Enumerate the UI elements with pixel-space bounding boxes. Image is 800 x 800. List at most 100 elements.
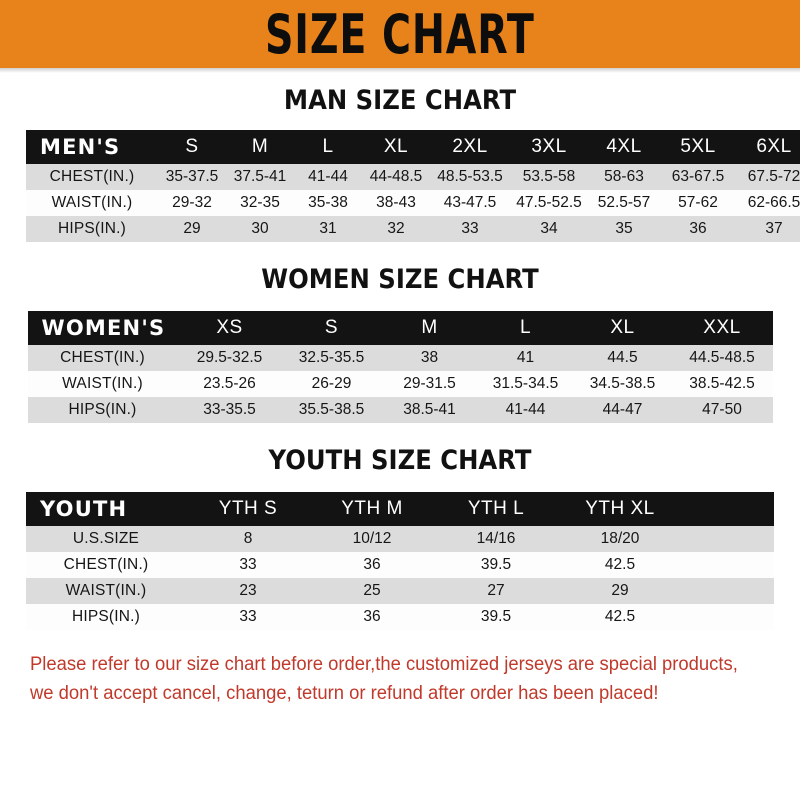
measurement-value: 57-62 xyxy=(660,190,736,216)
table-row: WAIST(IN.) 29-32 32-35 35-38 38-43 43-47.5 47.… xyxy=(26,190,800,216)
size-column-header: YTH XL xyxy=(558,492,682,526)
table-header-label: MEN'S xyxy=(26,130,158,164)
spacer-cell xyxy=(682,552,774,578)
size-column-header: 2XL xyxy=(430,130,510,164)
table-row: CHEST(IN.) 29.5-32.5 32.5-35.5 38 41 44.5 44.5… xyxy=(27,345,773,371)
measurement-value: 35-37.5 xyxy=(158,164,226,190)
table-header-row: YOUTH YTH S YTH M YTH L YTH XL xyxy=(26,492,774,526)
man-table-body: MEN'S S M L XL 2XL 3XL 4XL 5XL 6XL CHEST(IN.) 35-37… xyxy=(26,130,800,242)
measurement-value: 29.5-32.5 xyxy=(177,345,282,371)
measurement-value: 36 xyxy=(310,552,434,578)
measurement-label: HIPS(IN.) xyxy=(27,397,178,423)
man-section-title: MAN SIZE CHART xyxy=(283,85,517,116)
measurement-value: 48.5-53.5 xyxy=(430,164,510,190)
table-row: WAIST(IN.) 23.5-26 26-29 29-31.5 31.5-34.5 34… xyxy=(27,371,773,397)
measurement-value: 33 xyxy=(186,552,310,578)
size-column-header: M xyxy=(226,130,294,164)
measurement-value: 63-67.5 xyxy=(660,164,736,190)
measurement-label: WAIST(IN.) xyxy=(26,578,186,604)
measurement-value: 29-32 xyxy=(158,190,226,216)
table-row: CHEST(IN.) 35-37.5 37.5-41 41-44 44-48.5 48.5… xyxy=(26,164,800,190)
measurement-label: U.S.SIZE xyxy=(26,526,186,552)
size-column-header: YTH L xyxy=(434,492,558,526)
women-size-table: WOMEN'S XS S M L XL XXL CHEST(IN.) 29.5-32.5 32.5… xyxy=(27,311,773,423)
table-header-row: MEN'S S M L XL 2XL 3XL 4XL 5XL 6XL xyxy=(26,130,800,164)
measurement-label: CHEST(IN.) xyxy=(27,345,178,371)
measurement-value: 23 xyxy=(186,578,310,604)
measurement-value: 47.5-52.5 xyxy=(510,190,588,216)
measurement-value: 44-48.5 xyxy=(362,164,430,190)
measurement-value: 26-29 xyxy=(281,371,382,397)
measurement-label: HIPS(IN.) xyxy=(26,216,158,242)
table-row: HIPS(IN.) 33 36 39.5 42.5 xyxy=(26,604,774,630)
measurement-value: 32.5-35.5 xyxy=(281,345,382,371)
size-column-header: 3XL xyxy=(510,130,588,164)
measurement-value: 33 xyxy=(186,604,310,630)
measurement-value: 32 xyxy=(362,216,430,242)
measurement-value: 62-66.5 xyxy=(736,190,800,216)
measurement-label: WAIST(IN.) xyxy=(26,190,158,216)
spacer-cell xyxy=(682,526,774,552)
size-column-header: L xyxy=(477,311,574,345)
size-chart-banner: SIZE CHART xyxy=(0,0,800,68)
size-column-header: 4XL xyxy=(588,130,660,164)
measurement-value: 31.5-34.5 xyxy=(477,371,574,397)
measurement-label: HIPS(IN.) xyxy=(26,604,186,630)
size-column-header: 6XL xyxy=(736,130,800,164)
measurement-value: 41 xyxy=(477,345,574,371)
size-column-header: S xyxy=(158,130,226,164)
table-row: HIPS(IN.) 33-35.5 35.5-38.5 38.5-41 41-44 44-… xyxy=(27,397,773,423)
size-column-header: M xyxy=(381,311,478,345)
measurement-value: 37.5-41 xyxy=(226,164,294,190)
measurement-value: 35 xyxy=(588,216,660,242)
measurement-value: 39.5 xyxy=(434,552,558,578)
measurement-value: 25 xyxy=(310,578,434,604)
measurement-value: 41-44 xyxy=(477,397,574,423)
table-row: HIPS(IN.) 29 30 31 32 33 34 35 36 37 xyxy=(26,216,800,242)
table-row: WAIST(IN.) 23 25 27 29 xyxy=(26,578,774,604)
measurement-value: 53.5-58 xyxy=(510,164,588,190)
measurement-value: 52.5-57 xyxy=(588,190,660,216)
measurement-value: 29-31.5 xyxy=(381,371,478,397)
measurement-value: 37 xyxy=(736,216,800,242)
measurement-value: 42.5 xyxy=(558,604,682,630)
measurement-value: 8 xyxy=(186,526,310,552)
measurement-value: 38 xyxy=(381,345,478,371)
disclaimer-line-1: Please refer to our size chart before or… xyxy=(30,654,738,675)
size-column-header: XS xyxy=(177,311,282,345)
measurement-value: 38-43 xyxy=(362,190,430,216)
size-column-header: XL xyxy=(573,311,672,345)
women-table-body: WOMEN'S XS S M L XL XXL CHEST(IN.) 29.5-32.5 32.5… xyxy=(27,311,773,423)
size-column-header: 5XL xyxy=(660,130,736,164)
man-size-table-block: MEN'S S M L XL 2XL 3XL 4XL 5XL 6XL CHEST(IN.) 35-37… xyxy=(26,130,800,242)
measurement-value: 32-35 xyxy=(226,190,294,216)
measurement-value: 39.5 xyxy=(434,604,558,630)
banner-shadow xyxy=(0,68,800,73)
measurement-value: 44.5 xyxy=(573,345,672,371)
disclaimer-line-2: we don't accept cancel, change, teturn o… xyxy=(30,683,659,704)
youth-section-title: YOUTH SIZE CHART xyxy=(268,445,532,476)
measurement-value: 33-35.5 xyxy=(177,397,282,423)
women-size-table-block: WOMEN'S XS S M L XL XXL CHEST(IN.) 29.5-32.5 32.5… xyxy=(27,311,773,423)
measurement-label: CHEST(IN.) xyxy=(26,552,186,578)
women-section-title: WOMEN SIZE CHART xyxy=(261,264,539,295)
measurement-label: CHEST(IN.) xyxy=(26,164,158,190)
spacer-cell xyxy=(682,604,774,630)
measurement-value: 58-63 xyxy=(588,164,660,190)
measurement-value: 44-47 xyxy=(573,397,672,423)
measurement-value: 67.5-72 xyxy=(736,164,800,190)
measurement-value: 33 xyxy=(430,216,510,242)
measurement-value: 47-50 xyxy=(671,397,773,423)
measurement-value: 44.5-48.5 xyxy=(671,345,773,371)
measurement-value: 31 xyxy=(294,216,362,242)
measurement-value: 27 xyxy=(434,578,558,604)
measurement-value: 42.5 xyxy=(558,552,682,578)
measurement-value: 38.5-42.5 xyxy=(671,371,773,397)
size-column-header: YTH M xyxy=(310,492,434,526)
measurement-value: 10/12 xyxy=(310,526,434,552)
youth-size-table: YOUTH YTH S YTH M YTH L YTH XL U.S.SIZE 8 10/12… xyxy=(26,492,774,630)
size-column-header: L xyxy=(294,130,362,164)
measurement-value: 29 xyxy=(158,216,226,242)
measurement-value: 38.5-41 xyxy=(381,397,478,423)
measurement-value: 34 xyxy=(510,216,588,242)
